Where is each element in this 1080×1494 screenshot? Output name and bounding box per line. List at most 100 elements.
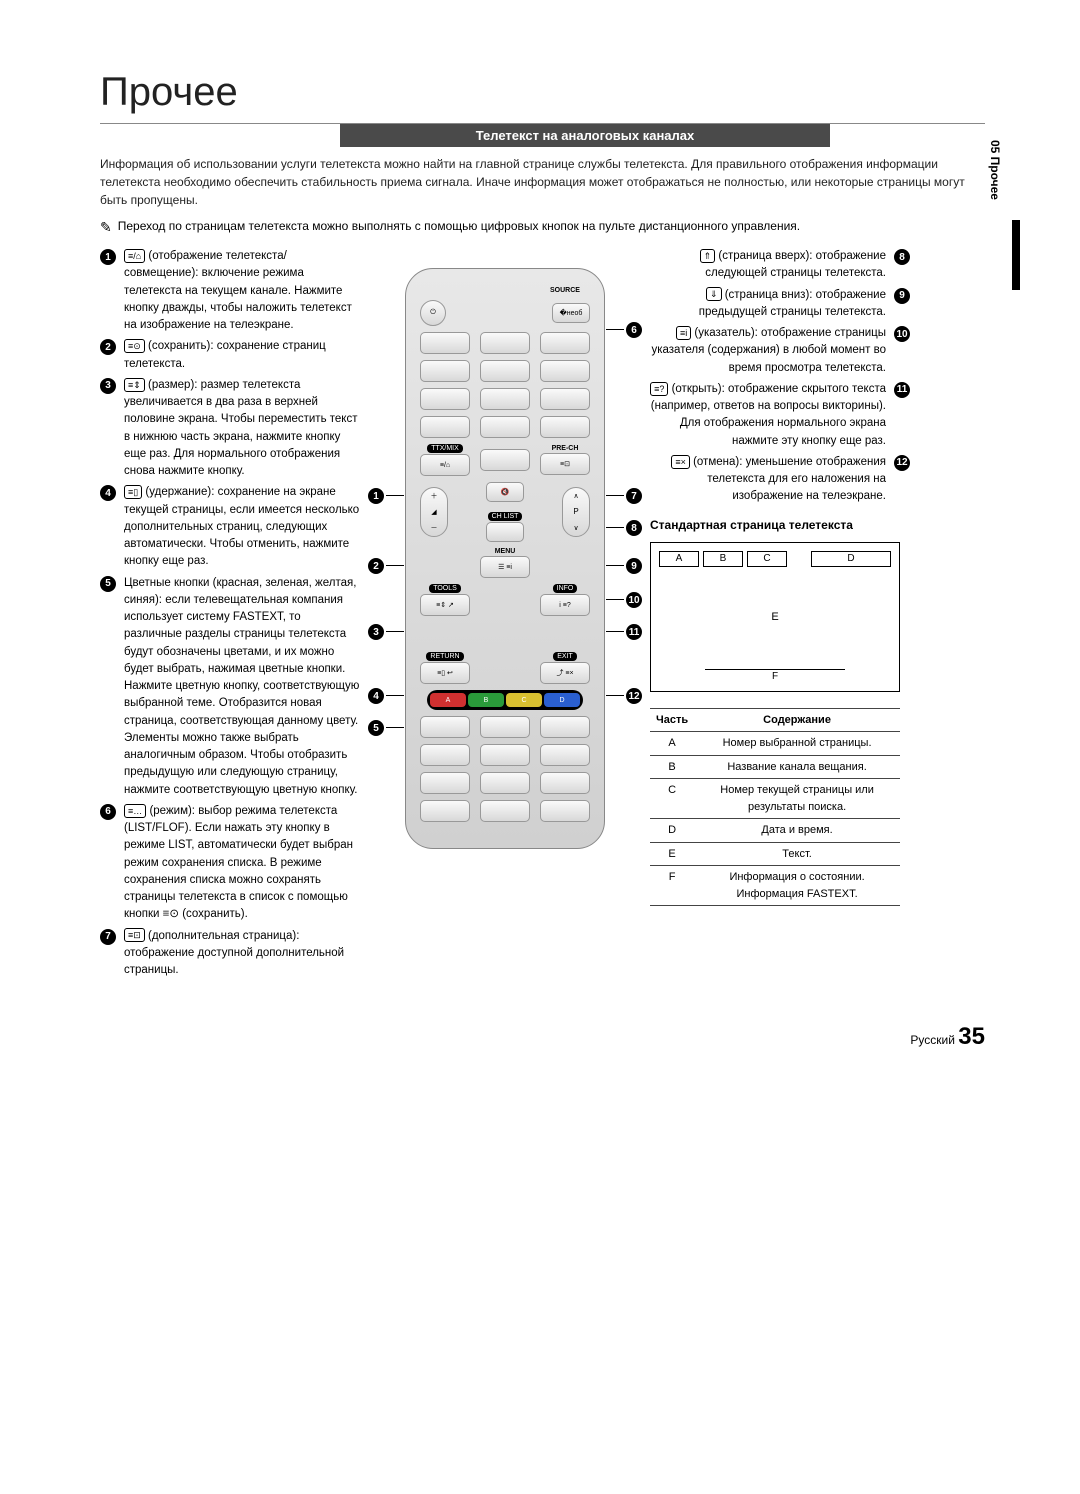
num-button[interactable] xyxy=(420,388,470,410)
cell-part: F xyxy=(650,866,694,906)
num-button[interactable] xyxy=(540,360,590,382)
cell-part: A xyxy=(650,732,694,756)
button[interactable] xyxy=(420,744,470,766)
page-title: Прочее xyxy=(100,70,985,115)
button[interactable] xyxy=(420,716,470,738)
list-item: ⇑ (страница вверх): отображение следующе… xyxy=(650,248,910,283)
callout-1: 1 xyxy=(368,488,384,504)
num-button[interactable] xyxy=(480,388,530,410)
button[interactable] xyxy=(480,772,530,794)
list-item: ≡? (открыть): отображение скрытого текст… xyxy=(650,381,910,450)
item-text: ≡… (режим): выбор режима телетекста (LIS… xyxy=(124,803,360,924)
list-item: ⇓ (страница вниз): отображение предыдуще… xyxy=(650,287,910,322)
button[interactable] xyxy=(480,716,530,738)
tv-diagram: A B C D E F xyxy=(650,542,900,692)
num-button[interactable] xyxy=(480,332,530,354)
label-source: SOURCE xyxy=(540,287,590,294)
button[interactable] xyxy=(540,772,590,794)
button[interactable] xyxy=(480,744,530,766)
th-content: Содержание xyxy=(694,708,900,732)
volume-rocker[interactable]: ＋◢－ xyxy=(420,487,448,537)
button[interactable] xyxy=(420,800,470,822)
chlist-button[interactable] xyxy=(486,522,524,542)
item-text: ≡i (указатель): отображение страницы ука… xyxy=(650,325,886,377)
red-button[interactable]: A xyxy=(430,693,466,707)
callout-6: 6 xyxy=(626,322,642,338)
footer: Русский 35 xyxy=(100,1023,985,1051)
num-button[interactable] xyxy=(540,416,590,438)
label-tools: TOOLS xyxy=(429,584,461,593)
item-number: 8 xyxy=(894,249,910,265)
parts-table: Часть Содержание AНомер выбранной страни… xyxy=(650,708,900,907)
tv-box-a: A xyxy=(659,551,699,567)
button-icon: ≡⇕ xyxy=(124,378,145,392)
callout-9: 9 xyxy=(626,558,642,574)
menu-button[interactable]: ☰ ≡i xyxy=(480,556,530,578)
green-button[interactable]: B xyxy=(468,693,504,707)
button-icon: ≡… xyxy=(124,804,146,818)
num-button[interactable] xyxy=(540,388,590,410)
channel-rocker[interactable]: ∧P∨ xyxy=(562,487,590,537)
th-part: Часть xyxy=(650,708,694,732)
button[interactable] xyxy=(540,800,590,822)
button[interactable] xyxy=(540,744,590,766)
cell-part: B xyxy=(650,755,694,779)
button-icon: ⇓ xyxy=(706,287,722,301)
right-column: ⇑ (страница вверх): отображение следующе… xyxy=(650,248,910,906)
num-button[interactable] xyxy=(480,416,530,438)
button-icon: ≡× xyxy=(671,455,690,469)
cell-content: Информация о состоянии. Информация FASTE… xyxy=(694,866,900,906)
callout-8: 8 xyxy=(626,520,642,536)
exit-button[interactable]: ⤴ ≡× xyxy=(540,662,590,684)
button[interactable] xyxy=(540,716,590,738)
item-number: 1 xyxy=(100,249,116,265)
button-icon: ⇑ xyxy=(700,249,716,263)
prech-button[interactable]: ≡⊡ xyxy=(540,453,590,475)
num-button[interactable] xyxy=(420,360,470,382)
item-text: ≡⇕ (размер): размер телетекста увеличива… xyxy=(124,377,360,481)
footer-lang: Русский xyxy=(910,1033,955,1047)
mute-button[interactable]: 🔇 xyxy=(486,482,524,502)
list-item: 6 ≡… (режим): выбор режима телетекста (LI… xyxy=(100,803,360,924)
label-info: INFO xyxy=(553,584,578,593)
button-icon: ≡/⌂ xyxy=(124,249,145,263)
table-row: AНомер выбранной страницы. xyxy=(650,732,900,756)
button[interactable] xyxy=(420,772,470,794)
note-icon: ✎ xyxy=(100,219,112,236)
info-button[interactable]: i ≡? xyxy=(540,594,590,616)
num-button[interactable] xyxy=(480,360,530,382)
callout-11: 11 xyxy=(626,624,642,640)
table-row: DДата и время. xyxy=(650,819,900,843)
num-button[interactable] xyxy=(540,332,590,354)
button[interactable] xyxy=(480,449,530,471)
tools-button[interactable]: ≡⇕ ↗ xyxy=(420,594,470,616)
side-tab: 05 Прочее xyxy=(988,140,1002,200)
page: Прочее Телетекст на аналоговых каналах 0… xyxy=(0,0,1080,1101)
cell-content: Текст. xyxy=(694,842,900,866)
item-text: ≡/⌂ (отображение телетекста/совмещение):… xyxy=(124,248,360,334)
intro-text: Информация об использовании услуги телет… xyxy=(100,155,985,209)
button-icon: ≡⊡ xyxy=(124,928,145,942)
callout-5: 5 xyxy=(368,720,384,736)
section-header: Телетекст на аналоговых каналах xyxy=(340,124,830,147)
blue-button[interactable]: D xyxy=(544,693,580,707)
source-button[interactable]: �необ xyxy=(552,303,590,323)
remote-control: 1 2 3 4 5 6 7 8 9 10 11 12 SOURCE ⏻ �нео… xyxy=(405,268,605,849)
cell-content: Дата и время. xyxy=(694,819,900,843)
power-button[interactable]: ⏻ xyxy=(420,300,446,326)
num-button[interactable] xyxy=(420,332,470,354)
label-exit: EXIT xyxy=(553,652,577,661)
label-ttx: TTX/MIX xyxy=(427,444,463,453)
button-icon: ≡▯ xyxy=(124,485,142,499)
item-number: 3 xyxy=(100,378,116,394)
button-icon: ≡i xyxy=(676,326,691,340)
item-number: 6 xyxy=(100,804,116,820)
return-button[interactable]: ≡▯ ↩ xyxy=(420,662,470,684)
callout-3: 3 xyxy=(368,624,384,640)
ttx-button[interactable]: ≡/⌂ xyxy=(420,454,470,476)
yellow-button[interactable]: C xyxy=(506,693,542,707)
num-button[interactable] xyxy=(420,416,470,438)
tv-box-d: D xyxy=(811,551,891,567)
tv-box-b: B xyxy=(703,551,743,567)
button[interactable] xyxy=(480,800,530,822)
